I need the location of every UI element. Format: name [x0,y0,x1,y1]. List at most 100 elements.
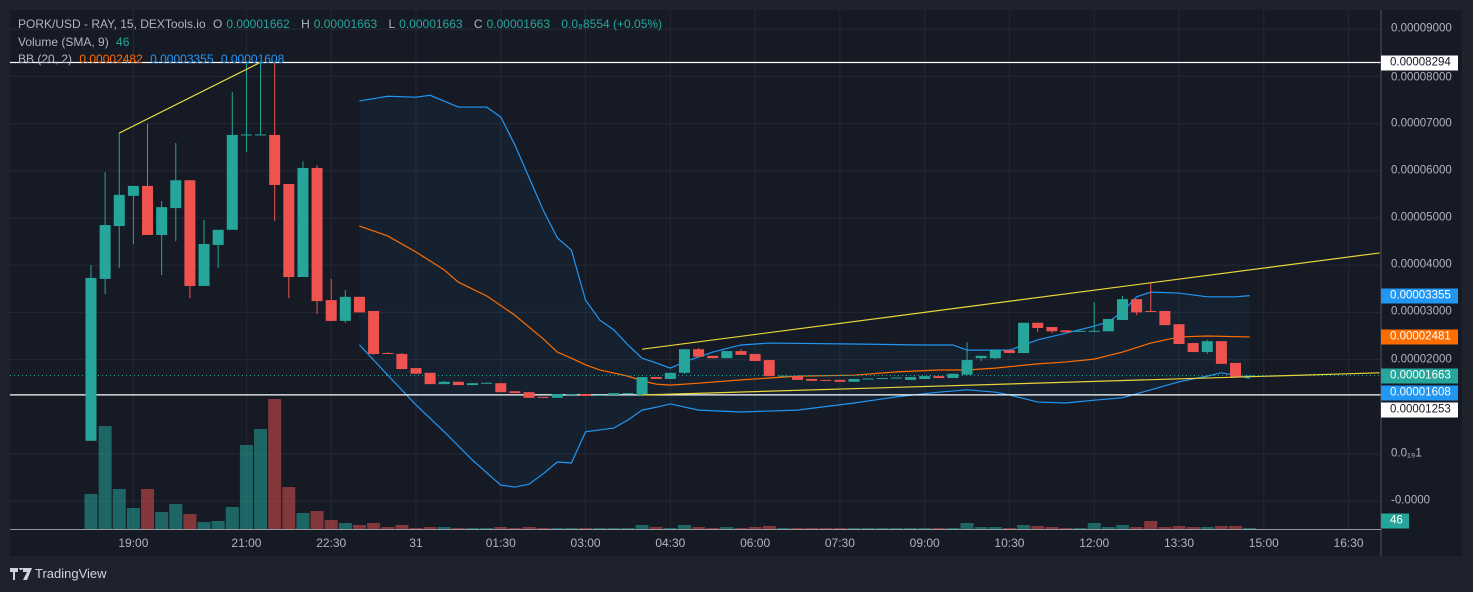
candle-body [1116,299,1128,320]
trend-line [641,252,1380,350]
candle-body [1060,330,1072,333]
candle-body [664,372,676,379]
candle-body [622,393,634,395]
candle-body [523,392,535,398]
time-axis-label: 09:00 [909,536,940,550]
price-badge: 0.00003355 [1381,288,1458,304]
candle-body [551,394,563,398]
trend-line [118,61,261,134]
volume-bar [480,528,494,529]
candle-body [1131,299,1143,313]
volume-bar [946,528,960,529]
candle-body [565,394,577,396]
legend-open-label: O [212,17,223,31]
candle-body [325,300,337,321]
candle-body [481,382,493,384]
candle-body [339,296,351,321]
candle-body [580,394,592,396]
volume-bar [84,494,98,529]
candle-body [113,194,125,227]
candle-body [85,277,97,441]
candle-body [1018,322,1030,353]
candle-body [410,368,422,374]
candle-body [269,134,281,185]
volume-bar [932,528,946,529]
volume-bar [1130,527,1144,529]
legend-bb-lower: 0.00001608 [220,52,285,66]
volume-bar [904,528,918,529]
volume-bar [847,528,861,529]
candle-body [678,349,690,373]
legend-bb-row[interactable]: BB (20, 2) 0.00002482 0.00003355 0.00001… [18,52,288,66]
volume-bar [1229,526,1243,529]
legend-volume-label: Volume (SMA, 9) [18,35,109,49]
candle-body [1215,341,1227,364]
candle-body [735,351,747,355]
candle-body [198,243,210,286]
price-axis-label: 0.00008000 [1391,71,1452,84]
candle-body [763,360,775,377]
candle-body [862,378,874,380]
volume-bar [635,525,649,529]
volume-bar [1002,528,1016,529]
price-axis-label: 0.00007000 [1391,117,1452,130]
time-axis-label: 01:30 [485,536,516,550]
candle-body [142,185,154,235]
volume-bar [381,527,395,529]
legend-volume-value: 46 [116,35,130,49]
bb-lower-line [359,344,1250,488]
legend-volume-row[interactable]: Volume (SMA, 9) 46 [18,35,133,49]
bb-band-fill [359,95,1250,488]
time-axis-label: 03:00 [570,536,601,550]
legend-bb-label: BB (20, 2) [18,52,73,66]
volume-bar [833,528,847,529]
volume-bar [593,528,607,529]
candle-body [353,296,365,313]
legend-high-label: H [301,17,310,31]
price-axis-label: -0.0000 [1391,494,1431,507]
candle-body [537,396,549,398]
candle-body [848,378,860,382]
candle-body [1032,322,1044,328]
candle-body [721,351,733,359]
volume-bar [692,527,706,529]
candle-body [1159,310,1171,326]
volume-bar [494,527,508,529]
tradingview-logo[interactable]: TradingView [10,566,107,581]
legend-symbol-row: PORK/USD - RAY, 15, DEXTools.io O 0.00001… [18,17,666,31]
volume-bar [649,527,663,529]
price-badge: 0.00002481 [1381,329,1458,345]
time-axis-label: 22:30 [316,536,347,550]
volume-badge: 46 [1381,513,1409,529]
candle-body [368,310,380,354]
price-badge: 0.00001608 [1381,385,1458,400]
candle-body [240,134,252,136]
price-axis-label: 0.00002000 [1391,353,1452,366]
legend-symbol[interactable]: PORK/USD - RAY, 15, DEXTools.io [18,17,206,31]
volume-bar [776,528,790,529]
volume-bar [734,528,748,529]
time-axis-label: 07:30 [824,536,855,550]
volume-bar [395,525,409,529]
volume-bar [1172,526,1186,529]
volume-bar [889,528,903,529]
candle-body [975,355,987,359]
volume-bar [508,528,522,529]
volume-bar [254,429,268,529]
volume-bar [268,399,282,529]
volume-bar [1144,521,1158,529]
time-axis-label: 10:30 [994,536,1025,550]
volume-bar [974,527,988,529]
volume-bar [621,528,635,529]
volume-bar [819,528,833,529]
time-axis-label: 21:00 [231,536,262,550]
volume-bar [155,512,169,529]
volume-bar [550,528,564,529]
candle-body [820,379,832,381]
volume-bar [367,523,381,529]
price-axis-label: 0.00003000 [1391,305,1452,318]
plot-group [10,61,1381,529]
candle-body [212,229,224,245]
volume-bar [225,507,239,529]
